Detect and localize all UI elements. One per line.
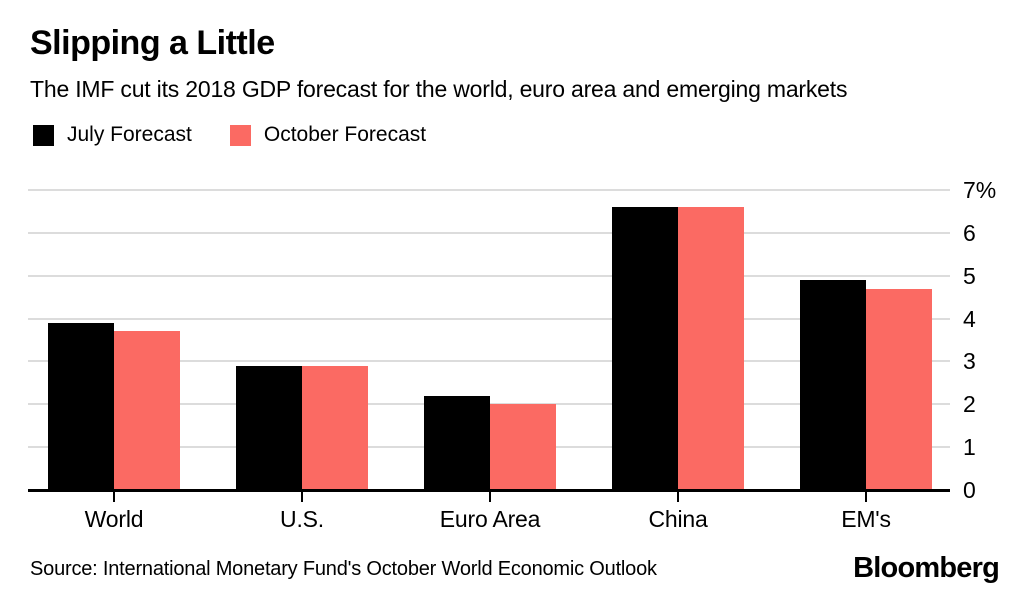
x-axis-tick-world xyxy=(113,491,115,502)
y-axis-labels: 7% 6 5 4 3 2 1 0 xyxy=(963,179,1023,502)
x-axis-labels: World U.S. Euro Area China EM's xyxy=(20,506,960,533)
legend: July Forecast October Forecast xyxy=(33,123,426,147)
chart-title: Slipping a Little xyxy=(30,24,275,62)
x-axis-tick-em-s xyxy=(865,491,867,502)
bar-world-october-forecast xyxy=(114,331,180,490)
bar-group-world xyxy=(20,190,208,502)
y-axis-label-6: 6 xyxy=(963,220,976,246)
legend-swatch-october-icon xyxy=(229,124,251,146)
bar-euro-area-october-forecast xyxy=(490,404,556,490)
gridline-7 xyxy=(28,189,950,191)
source-note: Source: International Monetary Fund's Oc… xyxy=(30,558,657,580)
legend-item-july-forecast: July Forecast xyxy=(33,123,192,147)
legend-label-july: July Forecast xyxy=(67,123,192,146)
y-axis-label-0: 0 xyxy=(963,477,976,503)
bar-euro-area-july-forecast xyxy=(424,395,490,490)
bar-group-euro-area xyxy=(396,190,584,502)
gridline-5 xyxy=(28,275,950,277)
legend-label-october: October Forecast xyxy=(263,123,427,146)
gridline-3 xyxy=(28,360,950,362)
bar-china-october-forecast xyxy=(678,207,744,490)
y-axis-label-2: 2 xyxy=(963,391,976,417)
bar-group-u-s xyxy=(208,190,396,502)
gridline-4 xyxy=(28,318,950,320)
x-axis-label-euro-area: Euro Area xyxy=(439,506,541,532)
x-axis-tick-china xyxy=(677,491,679,502)
y-axis-label-1: 1 xyxy=(963,434,976,460)
y-axis-label-7: 7% xyxy=(963,177,997,203)
legend-item-october-forecast: October Forecast xyxy=(229,123,427,147)
x-axis-tick-u-s xyxy=(301,491,303,502)
chart-subtitle: The IMF cut its 2018 GDP forecast for th… xyxy=(30,76,848,102)
x-axis-label-u-s: U.S. xyxy=(280,506,324,532)
x-axis-baseline xyxy=(28,489,950,492)
bar-em-s-july-forecast xyxy=(800,280,866,490)
x-axis-tick-euro-area xyxy=(489,491,491,502)
gridline-6 xyxy=(28,232,950,234)
bar-group-em-s xyxy=(772,190,960,502)
bar-groups xyxy=(20,190,960,502)
legend-swatch-july-icon xyxy=(33,124,54,146)
bar-u-s-october-forecast xyxy=(302,365,368,490)
plot-area xyxy=(20,189,960,502)
x-axis-label-world: World xyxy=(84,506,144,532)
bar-world-july-forecast xyxy=(48,322,114,490)
bar-group-china xyxy=(584,190,772,502)
bar-u-s-july-forecast xyxy=(236,365,302,490)
x-axis-label-china: China xyxy=(648,506,708,532)
y-axis-label-4: 4 xyxy=(963,306,976,332)
y-axis-label-3: 3 xyxy=(963,348,976,374)
x-axis-label-em-s: EM's xyxy=(841,506,891,532)
bar-china-july-forecast xyxy=(612,207,678,490)
y-axis-label-5: 5 xyxy=(963,263,976,289)
bar-em-s-october-forecast xyxy=(866,288,932,490)
bloomberg-logo: Bloomberg xyxy=(853,552,1000,584)
